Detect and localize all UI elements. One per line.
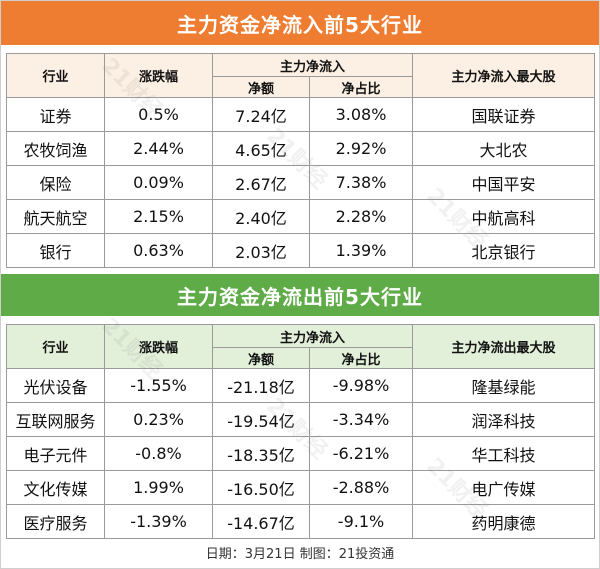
cell-top-stock: 北京银行 xyxy=(412,233,596,268)
cell-top-stock: 药明康德 xyxy=(412,504,596,539)
footer-caption: 日期：3月21日 制图：21投资通 xyxy=(205,547,395,562)
table-row: 银行 0.63% 2.03亿 1.39% 北京银行 xyxy=(6,233,596,268)
cell-net: -14.67亿 xyxy=(212,504,310,539)
cell-top-stock: 华工科技 xyxy=(412,436,596,471)
table-row: 证券 0.5% 7.24亿 3.08% 国联证券 xyxy=(6,97,596,132)
cell-ratio: 2.28% xyxy=(308,199,414,234)
col-header-industry: 行业 xyxy=(6,53,105,98)
table-row: 光伏设备 -1.55% -21.18亿 -9.98% 隆基绿能 xyxy=(6,368,596,403)
cell-change: -0.8% xyxy=(104,436,213,471)
cell-ratio: -9.1% xyxy=(308,504,414,539)
col-header-ratio: 净占比 xyxy=(308,347,414,369)
table-row: 农牧饲渔 2.44% 4.65亿 2.92% 大北农 xyxy=(6,131,596,166)
cell-top-stock: 中国平安 xyxy=(412,165,596,200)
col-header-group: 主力净流入 xyxy=(211,53,414,77)
cell-top-stock: 国联证券 xyxy=(412,97,596,132)
cell-ratio: -6.21% xyxy=(308,436,414,471)
table-row: 电子元件 -0.8% -18.35亿 -6.21% 华工科技 xyxy=(6,436,596,471)
cell-change: 0.63% xyxy=(104,233,213,268)
col-header-top-stock: 主力净流入最大股 xyxy=(412,53,596,98)
cell-top-stock: 大北农 xyxy=(412,131,596,166)
cell-top-stock: 电广传媒 xyxy=(412,470,596,505)
cell-industry: 文化传媒 xyxy=(6,470,105,505)
cell-industry: 互联网服务 xyxy=(6,402,105,437)
table-row: 文化传媒 1.99% -16.50亿 -2.88% 电广传媒 xyxy=(6,470,596,505)
cell-industry: 保险 xyxy=(6,165,105,200)
col-header-ratio: 净占比 xyxy=(308,76,414,98)
cell-industry: 航天航空 xyxy=(6,199,105,234)
cell-industry: 电子元件 xyxy=(6,436,105,471)
inflow-title: 主力资金净流入前5大行业 xyxy=(1,1,599,45)
table-row: 互联网服务 0.23% -19.54亿 -3.34% 润泽科技 xyxy=(6,402,596,437)
cell-net: 2.40亿 xyxy=(212,199,310,234)
cell-change: -1.39% xyxy=(104,504,213,539)
cell-industry: 农牧饲渔 xyxy=(6,131,105,166)
cell-ratio: -2.88% xyxy=(308,470,414,505)
cell-top-stock: 中航高科 xyxy=(412,199,596,234)
cell-industry: 证券 xyxy=(6,97,105,132)
col-header-industry: 行业 xyxy=(6,324,105,369)
col-header-group: 主力净流入 xyxy=(211,324,414,348)
cell-net: -19.54亿 xyxy=(212,402,310,437)
cell-change: 0.09% xyxy=(104,165,213,200)
cell-industry: 银行 xyxy=(6,233,105,268)
table-row: 保险 0.09% 2.67亿 7.38% 中国平安 xyxy=(6,165,596,200)
col-header-change: 涨跌幅 xyxy=(104,53,213,98)
cell-ratio: -3.34% xyxy=(308,402,414,437)
cell-change: 2.15% xyxy=(104,199,213,234)
cell-industry: 医疗服务 xyxy=(6,504,105,539)
cell-ratio: 3.08% xyxy=(308,97,414,132)
table-row: 医疗服务 -1.39% -14.67亿 -9.1% 药明康德 xyxy=(6,504,596,539)
outflow-table: 行业 涨跌幅 主力净流入 主力净流出最大股 净额 净占比 光伏设备 -1.55%… xyxy=(6,324,596,539)
col-header-top-stock: 主力净流出最大股 xyxy=(412,324,596,369)
cell-industry: 光伏设备 xyxy=(6,368,105,403)
cell-net: 4.65亿 xyxy=(212,131,310,166)
cell-change: 0.5% xyxy=(104,97,213,132)
col-header-net: 净额 xyxy=(212,347,310,369)
cell-change: -1.55% xyxy=(104,368,213,403)
cell-change: 1.99% xyxy=(104,470,213,505)
outflow-title: 主力资金净流出前5大行业 xyxy=(1,274,599,316)
cell-ratio: -9.98% xyxy=(308,368,414,403)
cell-net: 2.03亿 xyxy=(212,233,310,268)
col-header-net: 净额 xyxy=(212,76,310,98)
cell-net: -21.18亿 xyxy=(212,368,310,403)
cell-net: 2.67亿 xyxy=(212,165,310,200)
cell-change: 0.23% xyxy=(104,402,213,437)
cell-top-stock: 润泽科技 xyxy=(412,402,596,437)
cell-net: -18.35亿 xyxy=(212,436,310,471)
cell-ratio: 2.92% xyxy=(308,131,414,166)
cell-change: 2.44% xyxy=(104,131,213,166)
cell-ratio: 7.38% xyxy=(308,165,414,200)
cell-net: 7.24亿 xyxy=(212,97,310,132)
col-header-change: 涨跌幅 xyxy=(104,324,213,369)
cell-ratio: 1.39% xyxy=(308,233,414,268)
inflow-table: 行业 涨跌幅 主力净流入 主力净流入最大股 净额 净占比 证券 0.5% 7.2… xyxy=(6,53,596,268)
cell-top-stock: 隆基绿能 xyxy=(412,368,596,403)
cell-net: -16.50亿 xyxy=(212,470,310,505)
table-row: 航天航空 2.15% 2.40亿 2.28% 中航高科 xyxy=(6,199,596,234)
